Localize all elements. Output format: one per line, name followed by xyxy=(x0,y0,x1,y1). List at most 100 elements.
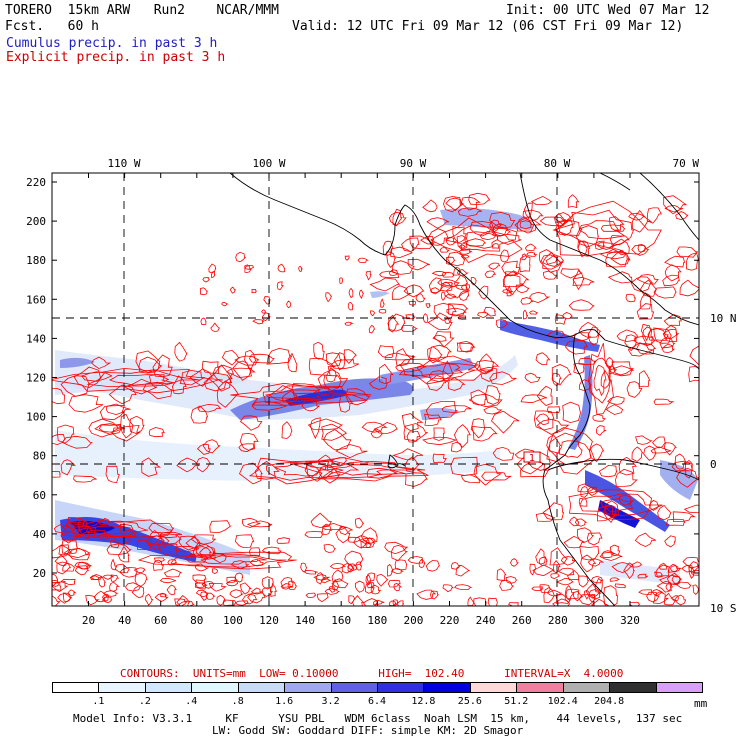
precip-contour xyxy=(551,364,572,386)
precip-contour xyxy=(583,589,591,600)
precip-contour xyxy=(320,577,331,584)
precip-contour xyxy=(456,235,469,251)
lat-label: 0 xyxy=(710,458,717,471)
precip-contour xyxy=(317,593,329,603)
precip-contour xyxy=(565,340,589,355)
explicit-precip-contours xyxy=(52,192,699,606)
precip-contour xyxy=(353,535,371,549)
precip-contour xyxy=(506,285,513,297)
precip-contour xyxy=(646,591,660,603)
precip-contour xyxy=(229,589,244,599)
precip-contour xyxy=(170,554,287,568)
precip-contour xyxy=(221,349,240,366)
colorbar-label: 204.8 xyxy=(594,696,625,707)
precip-contour xyxy=(492,223,509,237)
precip-contour xyxy=(61,540,78,555)
colorbar-swatch xyxy=(191,682,239,693)
legend-explicit: Explicit precip. in past 3 h xyxy=(6,50,226,65)
precip-contour xyxy=(392,208,403,227)
forecast-hour: Fcst. 60 h xyxy=(5,19,99,34)
precip-contour xyxy=(150,535,165,546)
precip-contour xyxy=(354,580,365,593)
precip-contour xyxy=(491,410,520,434)
precip-contour xyxy=(355,561,362,571)
precip-contour xyxy=(483,406,503,415)
contours-info: CONTOURS: UNITS=mm LOW= 0.10000 HIGH= 10… xyxy=(120,667,624,680)
precip-contour xyxy=(110,558,117,571)
precip-contour xyxy=(110,424,142,442)
precip-contour xyxy=(313,574,331,581)
precip-contour xyxy=(580,554,597,573)
precip-contour xyxy=(638,589,653,596)
precip-contour xyxy=(60,578,76,586)
precip-contour xyxy=(120,413,134,439)
precip-contour xyxy=(391,260,415,275)
precip-contour xyxy=(347,302,354,311)
precip-contour xyxy=(665,518,686,526)
precip-contour xyxy=(328,457,347,467)
precip-contour xyxy=(239,415,263,431)
precip-contour xyxy=(522,309,529,320)
precip-contour xyxy=(577,240,591,257)
precip-contour xyxy=(239,582,252,595)
precip-contour xyxy=(672,511,696,522)
precip-contour xyxy=(552,598,571,606)
precip-contour xyxy=(653,286,677,299)
precip-contour xyxy=(578,594,597,606)
precip-contour xyxy=(335,444,368,459)
precip-contour xyxy=(102,574,115,580)
precip-contour xyxy=(148,427,165,438)
legend-cumulus: Cumulus precip. in past 3 h xyxy=(6,36,218,51)
precip-contour xyxy=(308,357,336,376)
precip-contour xyxy=(489,371,517,385)
precip-contour xyxy=(461,196,481,211)
precip-contour xyxy=(98,575,107,588)
precip-contour xyxy=(587,486,600,496)
precip-contour xyxy=(496,568,507,581)
precip-contour xyxy=(305,592,317,598)
x-tick-label: 100 xyxy=(223,614,243,627)
precip-contour xyxy=(433,331,455,348)
y-tick-label: 180 xyxy=(26,254,46,267)
precip-contour xyxy=(663,195,688,215)
precip-contour xyxy=(532,564,555,577)
precip-contour xyxy=(473,463,503,486)
precip-contour xyxy=(137,539,153,550)
precip-contour xyxy=(609,577,620,582)
precip-contour xyxy=(192,546,212,559)
colorbar-label: .8 xyxy=(231,696,244,707)
x-tick-label: 320 xyxy=(620,614,640,627)
precip-contour xyxy=(202,439,221,454)
precip-contour xyxy=(93,590,109,603)
precip-contour xyxy=(452,226,468,244)
precip-contour xyxy=(615,468,638,487)
precip-contour xyxy=(562,312,574,319)
precip-contour xyxy=(232,360,253,381)
precip-contour xyxy=(239,462,263,485)
precip-contour xyxy=(441,291,447,301)
precip-contour xyxy=(692,584,699,595)
precip-contour xyxy=(535,352,551,366)
precip-contour xyxy=(470,389,487,406)
precip-contour xyxy=(429,344,452,362)
precip-contour xyxy=(370,428,384,439)
precip-contour xyxy=(605,250,631,268)
precip-contour xyxy=(415,292,426,303)
precip-contour xyxy=(56,561,72,575)
precip-contour xyxy=(251,289,258,294)
precip-contour xyxy=(321,423,348,441)
precip-contour xyxy=(662,274,680,287)
precip-contour xyxy=(661,343,676,353)
precip-contour xyxy=(370,584,382,595)
precip-contour xyxy=(568,489,663,521)
precip-contour xyxy=(108,384,137,405)
precip-contour xyxy=(447,377,466,391)
x-tick-label: 280 xyxy=(548,614,568,627)
precip-contour xyxy=(208,582,227,592)
precip-contour xyxy=(448,303,469,316)
precip-contour xyxy=(471,425,498,442)
precip-contour xyxy=(196,457,211,473)
y-tick-label: 20 xyxy=(33,567,46,580)
lon-label: 70 W xyxy=(673,157,700,170)
precip-contour xyxy=(144,593,154,606)
